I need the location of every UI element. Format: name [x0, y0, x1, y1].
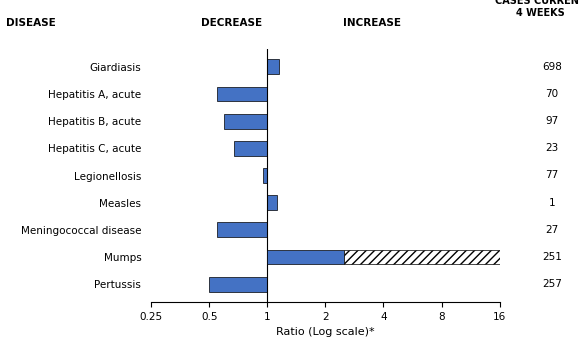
Bar	[224, 114, 267, 128]
Text: CASES CURRENT
4 WEEKS: CASES CURRENT 4 WEEKS	[495, 0, 581, 18]
Text: 27: 27	[546, 225, 558, 235]
Bar	[267, 59, 279, 74]
Bar	[267, 195, 277, 210]
Text: 70: 70	[546, 89, 558, 99]
Text: 77: 77	[546, 171, 558, 180]
Bar	[217, 223, 267, 237]
Bar	[344, 250, 500, 265]
Bar	[209, 277, 267, 292]
Text: INCREASE: INCREASE	[343, 18, 401, 28]
Bar	[263, 168, 267, 183]
Text: 23: 23	[546, 143, 558, 153]
Bar	[234, 141, 267, 156]
Text: DISEASE: DISEASE	[6, 18, 56, 28]
X-axis label: Ratio (Log scale)*: Ratio (Log scale)*	[276, 327, 375, 337]
Bar	[267, 250, 344, 265]
Text: 257: 257	[542, 279, 562, 289]
Text: DECREASE: DECREASE	[200, 18, 261, 28]
Text: 97: 97	[546, 116, 558, 126]
Text: 698: 698	[542, 62, 562, 72]
Text: 1: 1	[548, 198, 555, 208]
Text: 251: 251	[542, 252, 562, 262]
Bar	[217, 86, 267, 101]
